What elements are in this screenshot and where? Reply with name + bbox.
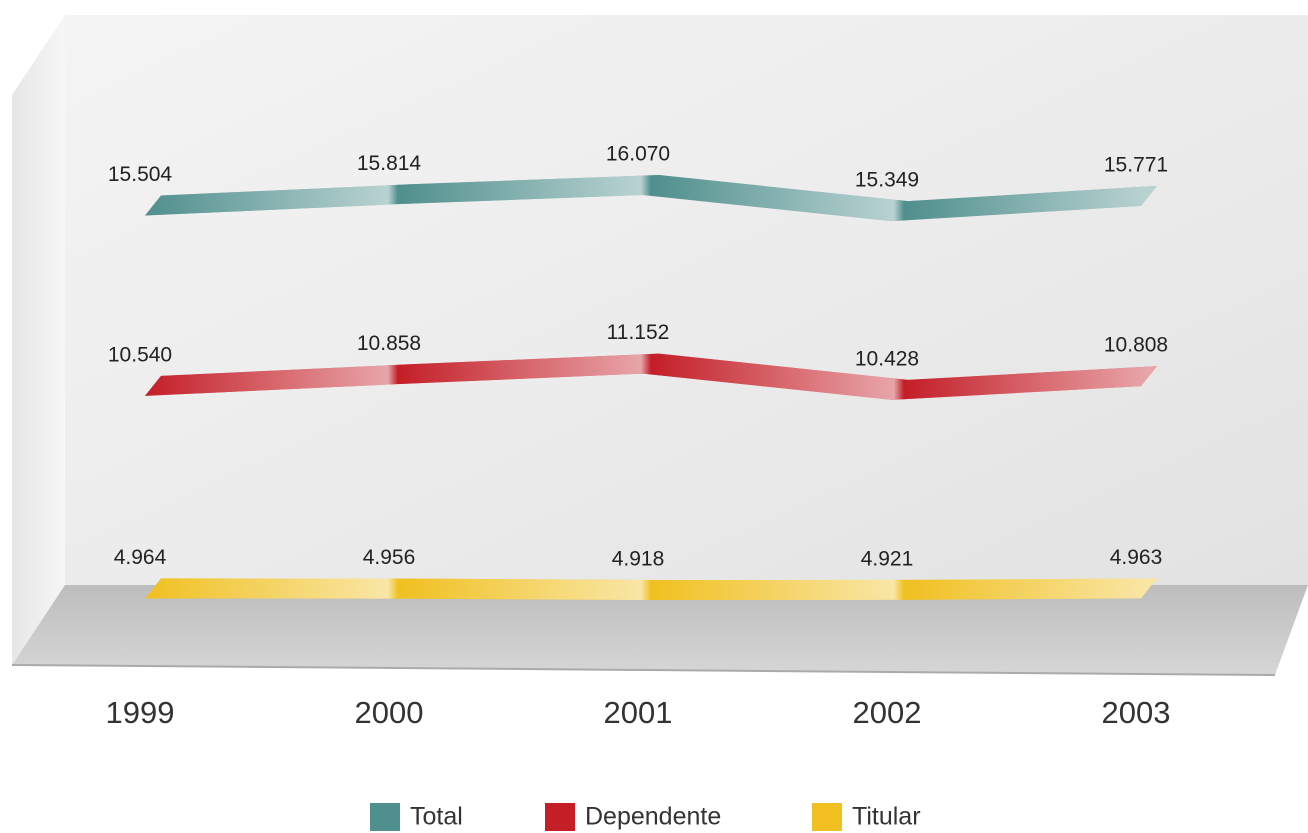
- legend-label: Total: [410, 803, 463, 831]
- value-label: 10.540: [108, 343, 172, 366]
- value-label: 10.808: [1104, 334, 1168, 357]
- legend-swatch: [370, 803, 400, 831]
- value-label: 15.349: [855, 169, 919, 192]
- value-label: 4.921: [861, 547, 914, 570]
- backdrop: [11, 15, 1308, 676]
- value-label: 4.918: [612, 548, 665, 571]
- x-tick-label: 1999: [106, 695, 175, 730]
- value-label: 4.963: [1110, 546, 1163, 569]
- legend-swatch: [812, 803, 842, 831]
- x-tick-label: 2001: [604, 695, 673, 730]
- value-label: 15.504: [108, 163, 173, 186]
- value-label: 15.771: [1104, 153, 1168, 176]
- value-label: 4.956: [363, 546, 416, 569]
- x-tick-label: 2000: [355, 695, 424, 730]
- value-label: 11.152: [607, 321, 670, 344]
- ribbon-shine: [145, 175, 1157, 222]
- value-label: 16.070: [606, 143, 670, 166]
- value-label: 10.858: [357, 332, 421, 355]
- value-label: 10.428: [855, 347, 919, 370]
- value-label: 15.814: [357, 152, 422, 175]
- ribbon-shine: [145, 578, 1157, 600]
- legend-label: Dependente: [585, 803, 721, 831]
- x-tick-label: 2003: [1102, 695, 1171, 730]
- legend-label: Titular: [852, 803, 921, 831]
- ribbon-shine: [145, 353, 1157, 400]
- x-tick-label: 2002: [853, 695, 922, 730]
- legend-swatch: [545, 803, 575, 831]
- value-label: 4.964: [114, 546, 167, 569]
